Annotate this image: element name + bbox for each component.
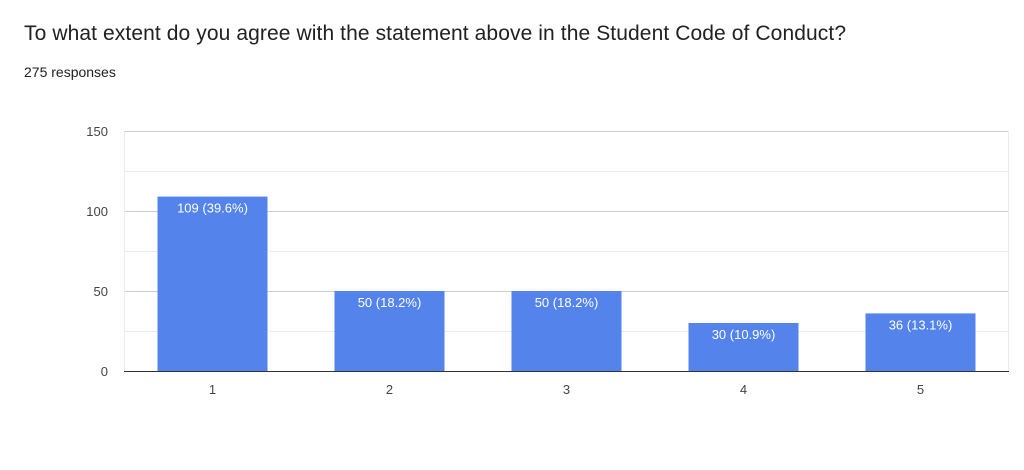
question-title: To what extent do you agree with the sta…: [24, 22, 847, 45]
x-tick-label: 4: [740, 382, 747, 397]
bar: [157, 196, 268, 371]
bar: [511, 291, 622, 371]
data-label: 50 (18.2%): [358, 295, 422, 310]
x-tick-label: 5: [917, 382, 924, 397]
x-tick-label: 3: [563, 382, 570, 397]
response-count: 275 responses: [24, 64, 116, 80]
y-tick-label: 50: [94, 284, 108, 299]
y-tick-label: 100: [86, 204, 108, 219]
bar: [865, 313, 976, 371]
data-label: 50 (18.2%): [535, 295, 599, 310]
x-tick-label: 2: [386, 382, 393, 397]
y-tick-label: 150: [86, 124, 108, 139]
data-label: 109 (39.6%): [177, 201, 248, 216]
y-tick-label: 0: [101, 364, 108, 379]
bar: [688, 323, 799, 371]
x-tick-label: 1: [209, 382, 216, 397]
data-label: 36 (13.1%): [889, 317, 953, 332]
data-label: 30 (10.9%): [712, 327, 776, 342]
bar: [334, 291, 445, 371]
